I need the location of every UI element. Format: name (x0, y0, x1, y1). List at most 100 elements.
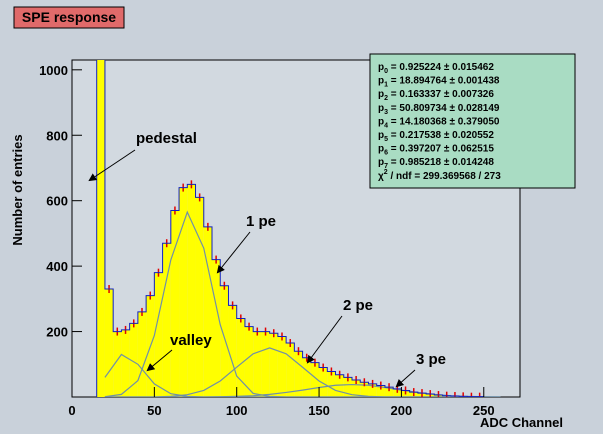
histogram-outline (96, 60, 484, 397)
stats-sub: 3 (384, 109, 388, 116)
bar (228, 305, 237, 397)
stats-name: p (378, 76, 384, 87)
stats-name: p (378, 157, 384, 168)
bar (294, 351, 303, 397)
bar (286, 343, 295, 397)
bar (137, 311, 147, 397)
bar (203, 226, 212, 397)
plot-area (96, 60, 501, 397)
stats-text: = 0.397207 ± 0.062515 (388, 144, 494, 155)
annotation: valley (170, 332, 212, 349)
stats-sub: 4 (384, 122, 388, 129)
bar (113, 331, 122, 397)
bar (335, 374, 344, 397)
bar (352, 379, 361, 397)
bar (319, 367, 328, 397)
stats-sub: 1 (384, 82, 388, 89)
stats-text: = 0.163337 ± 0.007326 (388, 89, 494, 100)
stats-name: p (378, 116, 384, 127)
bar (253, 331, 262, 397)
bar (368, 383, 377, 397)
fit-component (104, 353, 501, 397)
bar (170, 210, 180, 397)
arrow (146, 349, 173, 372)
x-tick-label: 0 (68, 403, 75, 418)
bar (129, 323, 138, 397)
bar (195, 197, 204, 397)
x-tick-label: 100 (226, 403, 248, 418)
stats-name: χ (378, 171, 384, 182)
bar (261, 331, 270, 397)
stats-box (369, 53, 576, 189)
stats-text: = 0.217538 ± 0.020552 (388, 130, 494, 141)
bar (310, 362, 320, 397)
annotation: pedestal (136, 130, 197, 147)
stats-sub: 7 (384, 163, 388, 170)
x-axis-label: ADC Channel (480, 415, 563, 430)
y-tick-label: 400 (46, 259, 68, 274)
stats-sub: 5 (384, 136, 388, 143)
stats-text: = 50.809734 ± 0.028149 (388, 103, 500, 114)
bar (269, 333, 278, 397)
bar (393, 388, 402, 397)
annotations: pedestal 1 pe valley 2 pe 3 pe (88, 130, 446, 388)
bar (376, 385, 385, 397)
stats-sub: 0 (384, 68, 388, 75)
arrow (216, 231, 251, 274)
stats-text: / ndf = 299.369568 / 273 (388, 171, 502, 182)
stats-line: χ2 / ndf = 299.369568 / 273 (378, 169, 501, 182)
bar (154, 272, 163, 397)
arrow (88, 149, 136, 182)
title-box (13, 6, 125, 29)
stats-line: p1 = 18.894764 ± 0.001438 (378, 76, 500, 89)
stats-name: p (378, 103, 384, 114)
x-tick-label: 150 (308, 403, 330, 418)
y-tick-label: 800 (46, 128, 68, 143)
arrow (395, 369, 416, 388)
bar (236, 318, 245, 397)
bar (220, 285, 229, 397)
bar (360, 382, 369, 397)
bar (104, 289, 114, 397)
stats-text: = 0.985218 ± 0.014248 (388, 157, 494, 168)
annotation: 1 pe (246, 213, 276, 230)
bar (277, 336, 287, 397)
stats-line: p0 = 0.925224 ± 0.015462 (378, 62, 494, 75)
stats-sup: 2 (384, 169, 388, 176)
y-tick-label: 200 (46, 325, 68, 340)
fit-component (104, 210, 501, 397)
bar (162, 243, 171, 397)
stats-text: = 14.180368 ± 0.379050 (388, 116, 500, 127)
x-tick-label: 50 (147, 403, 161, 418)
stats-name: p (378, 89, 384, 100)
stats-sub: 6 (384, 150, 388, 157)
stats-line: p7 = 0.985218 ± 0.014248 (378, 157, 494, 170)
bar (343, 377, 352, 397)
stats-line: p6 = 0.397207 ± 0.062515 (378, 144, 494, 157)
chart-title: SPE response (22, 9, 116, 25)
stats-line: p5 = 0.217538 ± 0.020552 (378, 130, 494, 143)
bar (302, 357, 311, 397)
stats-name: p (378, 62, 384, 73)
stats-line: p3 = 50.809734 ± 0.028149 (378, 103, 500, 116)
y-tick-label: 600 (46, 194, 68, 209)
arrow (306, 315, 343, 364)
stats-sub: 2 (384, 95, 388, 102)
stats-name: p (378, 144, 384, 155)
stats-line: p4 = 14.180368 ± 0.379050 (378, 116, 500, 129)
bar (384, 387, 394, 397)
annotation: 2 pe (343, 297, 373, 314)
annotation: 3 pe (416, 351, 446, 368)
stats-name: p (378, 130, 384, 141)
x-tick-label: 250 (473, 403, 495, 418)
stats-text: = 0.925224 ± 0.015462 (388, 62, 494, 73)
stats-text: = 18.894764 ± 0.001438 (388, 76, 500, 87)
stats-line: p2 = 0.163337 ± 0.007326 (378, 89, 494, 102)
bar (179, 187, 188, 397)
y-tick-label: 1000 (39, 63, 68, 78)
bar (187, 184, 196, 397)
x-tick-label: 200 (391, 403, 413, 418)
bar (244, 326, 254, 397)
